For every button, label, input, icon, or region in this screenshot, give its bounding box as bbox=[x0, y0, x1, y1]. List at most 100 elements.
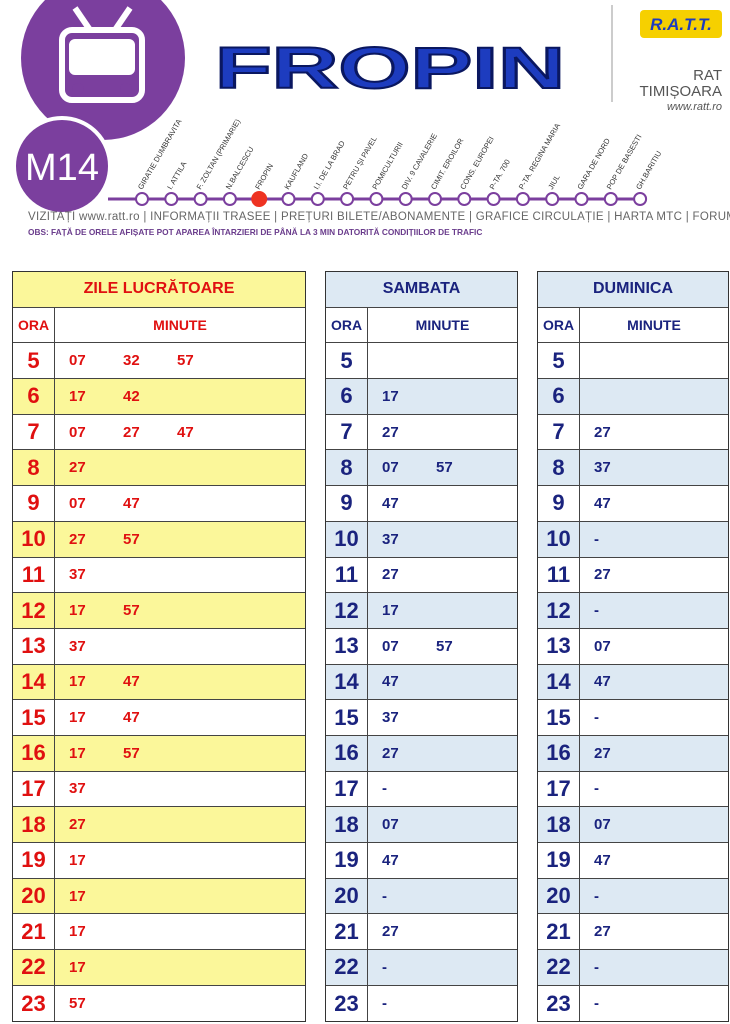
minute: 27 bbox=[69, 459, 86, 477]
stop-label: N.BALCESCU bbox=[224, 145, 256, 191]
minute: 17 bbox=[382, 387, 399, 405]
minute: 07 bbox=[69, 494, 86, 512]
hour: 10 bbox=[538, 521, 580, 557]
hour: 9 bbox=[326, 486, 368, 521]
hour: 12 bbox=[326, 593, 368, 628]
hour: 15 bbox=[326, 700, 368, 735]
minute: 57 bbox=[123, 744, 140, 762]
hour: 8 bbox=[538, 450, 580, 486]
minute: 27 bbox=[594, 744, 611, 762]
table-row: 14 47 bbox=[538, 664, 728, 701]
minute: 07 bbox=[594, 816, 611, 834]
hour: 11 bbox=[13, 557, 55, 593]
hour: 9 bbox=[13, 486, 55, 521]
hour: 21 bbox=[538, 914, 580, 950]
table-row: 9 47 bbox=[538, 486, 728, 522]
stop-label: FROPIN bbox=[253, 162, 275, 191]
minutes: - bbox=[368, 772, 517, 807]
stop-dot bbox=[574, 192, 589, 206]
column-header-row: ORA MINUTE bbox=[326, 307, 517, 344]
minutes: 07 bbox=[368, 807, 517, 842]
table-row: 7 27 bbox=[538, 414, 728, 451]
minutes: 37 bbox=[55, 772, 305, 807]
table-row: 23- bbox=[326, 985, 517, 1022]
table-row: 11 27 bbox=[326, 557, 517, 594]
link[interactable]: VIZITAȚI www.ratt.ro bbox=[28, 211, 150, 223]
hour: 17 bbox=[538, 771, 580, 807]
hour: 5 bbox=[326, 343, 368, 379]
minutes: - bbox=[580, 950, 728, 985]
minutes: 37 bbox=[55, 629, 305, 664]
column-header: MINUTE bbox=[415, 317, 470, 334]
minute: 32 bbox=[123, 352, 140, 370]
minutes: 07 32 57 bbox=[55, 343, 305, 378]
table-row: 10 27 57 bbox=[13, 521, 305, 558]
hour: 14 bbox=[13, 664, 55, 700]
minutes: 17 47 bbox=[55, 700, 305, 735]
hour: 6 bbox=[326, 379, 368, 414]
minute: 47 bbox=[382, 673, 399, 691]
minute: 27 bbox=[594, 566, 611, 584]
stop-dot bbox=[515, 192, 530, 206]
minutes: 47 bbox=[368, 665, 517, 700]
link[interactable]: INFORMAȚII TRASEE bbox=[150, 211, 281, 223]
minute: 17 bbox=[69, 673, 86, 691]
minutes: 17 bbox=[55, 843, 305, 878]
table-row: 7 27 bbox=[326, 414, 517, 451]
minute: 17 bbox=[69, 923, 86, 941]
hour: 23 bbox=[538, 985, 580, 1022]
link[interactable]: PREȚURI BILETE/ABONAMENTE bbox=[281, 211, 476, 223]
minutes: - bbox=[580, 700, 728, 735]
minutes: 07 57 bbox=[368, 629, 517, 664]
table-row: 13 37 bbox=[13, 628, 305, 665]
hour: 10 bbox=[326, 521, 368, 557]
table-row: 19 47 bbox=[326, 843, 517, 879]
minute: 47 bbox=[177, 423, 194, 441]
minutes: 17 57 bbox=[55, 593, 305, 628]
hour: 22 bbox=[326, 950, 368, 985]
hour: 19 bbox=[326, 843, 368, 878]
minutes: - bbox=[580, 986, 728, 1022]
stop-dot bbox=[310, 192, 325, 206]
minute: 47 bbox=[594, 494, 611, 512]
minutes: 27 bbox=[580, 415, 728, 450]
stop-dot bbox=[222, 192, 237, 206]
hour: 21 bbox=[13, 914, 55, 950]
minute: 47 bbox=[382, 494, 399, 512]
stop-dot bbox=[545, 192, 560, 206]
table-row: 8 37 bbox=[538, 450, 728, 487]
table-row: 13 07 bbox=[538, 628, 728, 665]
minutes: 17 47 bbox=[55, 665, 305, 700]
minutes: 37 bbox=[580, 450, 728, 485]
minute: 47 bbox=[594, 851, 611, 869]
table-row: 12 17 57 bbox=[13, 593, 305, 629]
table-row: 9 47 bbox=[326, 486, 517, 522]
minutes bbox=[580, 343, 728, 378]
minutes bbox=[368, 343, 517, 378]
hour: 19 bbox=[538, 843, 580, 878]
link[interactable]: HARTA MTC bbox=[614, 211, 692, 223]
link[interactable]: FORUM bbox=[692, 211, 730, 223]
minute: 47 bbox=[123, 494, 140, 512]
minutes: 37 bbox=[368, 700, 517, 735]
minutes: 27 57 bbox=[55, 522, 305, 557]
table-row: 16 17 57 bbox=[13, 735, 305, 772]
minutes: 47 bbox=[368, 486, 517, 521]
minutes: 27 bbox=[368, 914, 517, 949]
hour: 13 bbox=[326, 628, 368, 664]
hour: 16 bbox=[538, 735, 580, 771]
table-row: 5 bbox=[538, 343, 728, 380]
minute: 57 bbox=[436, 459, 453, 477]
table-title: ZILE LUCRĂTOARE bbox=[83, 280, 235, 298]
minutes: 47 bbox=[580, 843, 728, 878]
table-row: 18 07 bbox=[326, 807, 517, 843]
link[interactable]: GRAFICE CIRCULAȚIE bbox=[476, 211, 614, 223]
minute: - bbox=[382, 887, 387, 905]
minutes: 27 bbox=[368, 415, 517, 450]
minute: 37 bbox=[69, 780, 86, 798]
minutes: - bbox=[580, 772, 728, 807]
minute: 27 bbox=[382, 923, 399, 941]
table-row: 5 07 32 57 bbox=[13, 343, 305, 380]
minute: 07 bbox=[69, 423, 86, 441]
